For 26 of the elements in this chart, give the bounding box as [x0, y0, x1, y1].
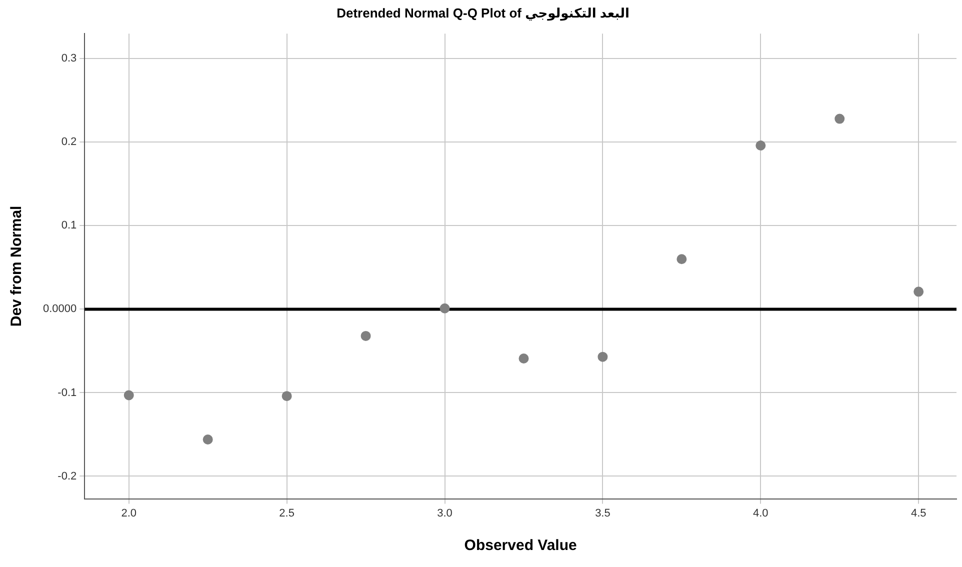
point [518, 353, 529, 364]
y-tick-label: 0.0000 [42, 303, 77, 316]
y-axis-title: Dev from Normal [8, 206, 26, 327]
point [598, 352, 608, 362]
y-tick-label: 0.3 [61, 52, 77, 65]
point [440, 303, 450, 314]
y-tick-label: -0.2 [58, 470, 77, 482]
x-tick-label: 2.0 [121, 507, 137, 520]
x-tick-label: 3.5 [595, 507, 610, 520]
point [202, 434, 213, 444]
y-tick-label: 0.1 [61, 220, 77, 232]
x-tick-label: 4.0 [753, 507, 768, 520]
x-tick-label: 4.5 [910, 507, 926, 520]
chart-title: Detrended Normal Q-Q Plot of البعد التكنولوجي [336, 5, 630, 22]
x-tick-label: 3.0 [437, 507, 452, 520]
x-tick-label: 2.5 [279, 507, 294, 520]
point [834, 114, 845, 124]
y-tick-label: 0.2 [61, 136, 77, 148]
point [124, 390, 134, 400]
point [360, 330, 371, 341]
x-axis-title: Observed Value [464, 537, 577, 554]
y-tick-label: -0.1 [58, 386, 77, 399]
point [756, 140, 766, 151]
point [676, 254, 687, 264]
point [282, 391, 292, 402]
point [914, 286, 924, 297]
